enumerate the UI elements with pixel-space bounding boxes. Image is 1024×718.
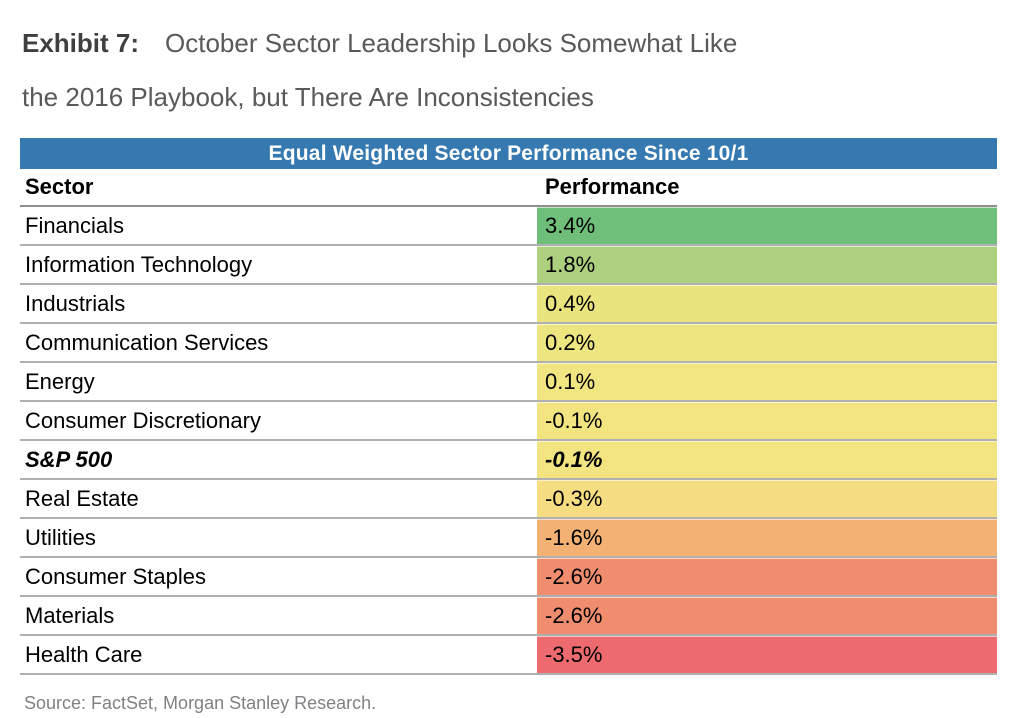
- title-text-2: the 2016 Playbook, but There Are Inconsi…: [22, 82, 594, 112]
- sector-cell: Communication Services: [20, 324, 537, 361]
- table-row: Utilities -1.6%: [20, 519, 997, 558]
- performance-cell: -1.6%: [537, 519, 997, 556]
- sector-cell: Information Technology: [20, 246, 537, 283]
- performance-cell: 0.2%: [537, 324, 997, 361]
- table-row: Health Care -3.5%: [20, 636, 997, 675]
- title-text-1: October Sector Leadership Looks Somewhat…: [165, 28, 738, 58]
- table-row: Financials 3.4%: [20, 207, 997, 246]
- table-row: Real Estate -0.3%: [20, 480, 997, 519]
- performance-cell: 0.4%: [537, 285, 997, 322]
- sector-cell: Consumer Discretionary: [20, 402, 537, 439]
- table-rows: Financials 3.4% Information Technology 1.8%…: [20, 207, 997, 675]
- performance-cell: -0.1%: [537, 402, 997, 439]
- sector-cell: Materials: [20, 597, 537, 634]
- title-line-1: Exhibit 7: October Sector Leadership Look…: [22, 16, 1002, 70]
- source-note: Source: FactSet, Morgan Stanley Research…: [24, 693, 377, 713]
- performance-cell: -2.6%: [537, 597, 997, 634]
- sector-performance-table: Equal Weighted Sector Performance Since …: [20, 138, 997, 675]
- exhibit-title: Exhibit 7: October Sector Leadership Look…: [22, 16, 1002, 124]
- table-banner: Equal Weighted Sector Performance Since …: [20, 138, 997, 169]
- sector-cell: Utilities: [20, 519, 537, 556]
- performance-cell: -0.3%: [537, 480, 997, 517]
- table-row: Industrials 0.4%: [20, 285, 997, 324]
- performance-cell: 3.4%: [537, 207, 997, 244]
- table-column-headers: Sector Performance: [20, 169, 997, 207]
- sector-cell: Consumer Staples: [20, 558, 537, 595]
- sector-cell: Financials: [20, 207, 537, 244]
- performance-cell: -2.6%: [537, 558, 997, 595]
- table-row: Information Technology 1.8%: [20, 246, 997, 285]
- table-row: Consumer Staples -2.6%: [20, 558, 997, 597]
- sector-cell: Real Estate: [20, 480, 537, 517]
- title-line-2: the 2016 Playbook, but There Are Inconsi…: [22, 70, 1002, 124]
- table-row: Materials -2.6%: [20, 597, 997, 636]
- performance-cell: 1.8%: [537, 246, 997, 283]
- table-row: Communication Services 0.2%: [20, 324, 997, 363]
- sector-cell: Health Care: [20, 636, 537, 673]
- sector-cell: Energy: [20, 363, 537, 400]
- exhibit-number-label: Exhibit 7:: [22, 28, 140, 58]
- performance-cell: -3.5%: [537, 636, 997, 673]
- table-row: S&P 500 -0.1%: [20, 441, 997, 480]
- sector-cell: Industrials: [20, 285, 537, 322]
- sector-cell: S&P 500: [20, 441, 537, 478]
- performance-column-header: Performance: [545, 174, 680, 199]
- performance-cell: -0.1%: [537, 441, 997, 478]
- performance-cell: 0.1%: [537, 363, 997, 400]
- table-row: Consumer Discretionary -0.1%: [20, 402, 997, 441]
- sector-column-header: Sector: [25, 174, 94, 199]
- table-row: Energy 0.1%: [20, 363, 997, 402]
